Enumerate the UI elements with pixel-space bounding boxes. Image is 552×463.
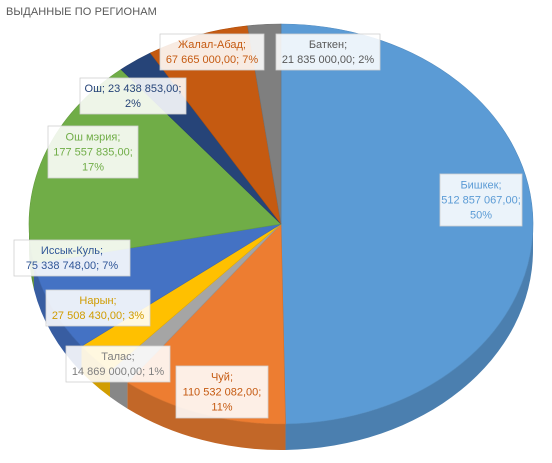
data-label-text: Бишкек; bbox=[460, 180, 501, 192]
data-label-6: Ош мэрия; 177 557 835,00; 17% bbox=[47, 125, 139, 179]
data-label-text: Баткен; bbox=[309, 39, 347, 51]
data-label-box bbox=[275, 33, 381, 71]
data-label-text: 27 508 430,00; 3% bbox=[52, 310, 145, 322]
data-label-text: 11% bbox=[211, 402, 232, 414]
data-label-1: Бишкек; 512 857 067,00; 50% bbox=[439, 173, 523, 227]
data-label-box bbox=[13, 239, 131, 277]
data-label-7: Ош; 23 438 853,00; 2% bbox=[79, 77, 187, 115]
data-label-text: 75 338 748,00; 7% bbox=[26, 260, 119, 272]
data-label-text: 21 835 000,00; 2% bbox=[282, 54, 375, 66]
chart-title: ВЫДАННЫЕ ПО РЕГИОНАМ bbox=[6, 6, 157, 18]
data-label-box bbox=[79, 77, 187, 115]
data-label-text: 50% bbox=[470, 210, 492, 222]
data-label-3: Талас; 14 869 000,00; 1% bbox=[65, 345, 171, 383]
data-label-text: 17% bbox=[82, 162, 104, 174]
pie-side-1 bbox=[285, 224, 533, 450]
data-label-4: Нарын; 27 508 430,00; 3% bbox=[45, 289, 151, 327]
data-label-text: 110 532 082,00; bbox=[183, 387, 262, 399]
data-label-9: Баткен; 21 835 000,00; 2% bbox=[275, 33, 381, 71]
data-label-box bbox=[175, 365, 269, 419]
data-label-2: Чуй; 110 532 082,00; 11% bbox=[175, 365, 269, 419]
data-label-text: Нарын; bbox=[79, 295, 116, 307]
data-label-text: 2% bbox=[125, 98, 141, 110]
data-label-text: Иссык-Куль; bbox=[41, 245, 103, 257]
data-label-text: Талас; bbox=[101, 351, 134, 363]
data-label-8: Жалал-Абад; 67 665 000,00; 7% bbox=[159, 33, 265, 71]
data-label-text: 67 665 000,00; 7% bbox=[166, 54, 259, 66]
data-label-text: Жалал-Абад; bbox=[178, 39, 246, 51]
data-label-box bbox=[45, 289, 151, 327]
data-label-text: 14 869 000,00; 1% bbox=[72, 366, 165, 378]
data-label-text: Ош мэрия; bbox=[66, 132, 121, 144]
data-label-text: Ош; 23 438 853,00; bbox=[85, 83, 182, 95]
data-label-box bbox=[47, 125, 139, 179]
data-label-text: 177 557 835,00; bbox=[53, 147, 133, 159]
data-label-5: Иссык-Куль; 75 338 748,00; 7% bbox=[13, 239, 131, 277]
pie-slice-1[interactable] bbox=[280, 23, 534, 425]
data-label-text: 512 857 067,00; bbox=[441, 195, 521, 207]
data-labels: Бишкек; 512 857 067,00; 50% Чуй; 110 532 082… bbox=[13, 33, 523, 419]
data-label-box bbox=[65, 345, 171, 383]
data-label-text: Чуй; bbox=[211, 372, 233, 384]
data-label-box bbox=[439, 173, 523, 227]
data-label-box bbox=[159, 33, 265, 71]
pie-slice-9[interactable] bbox=[247, 23, 282, 225]
